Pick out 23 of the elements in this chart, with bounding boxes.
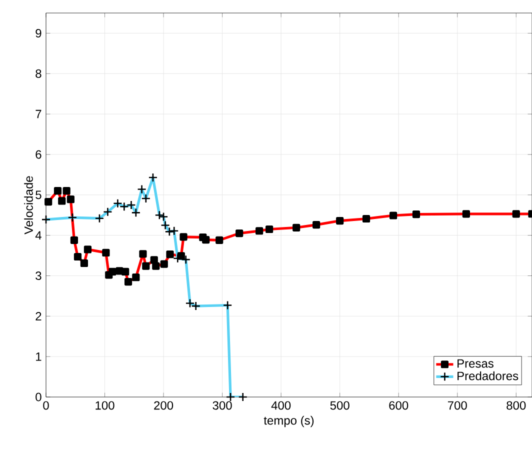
y-tick-label: 1	[36, 352, 42, 361]
y-tick-label: 4	[35, 231, 42, 240]
x-tick-label: 500	[330, 401, 350, 410]
y-tick-label: 5	[36, 190, 42, 200]
x-tick-label: 0	[43, 401, 49, 410]
x-tick-label: 200	[154, 401, 174, 410]
y-tick-label: 3	[36, 271, 42, 280]
x-tick-label: 300	[212, 401, 232, 410]
y-tick-label: 6	[36, 150, 42, 159]
x-tick-label: 800	[506, 401, 526, 410]
y-axis-title: Velocidade	[24, 176, 33, 234]
y-tick-label: 0	[36, 392, 42, 402]
y-tick-label: 2	[36, 312, 42, 320]
y-tick-label: 9	[36, 28, 42, 38]
x-tick-label: 700	[448, 401, 467, 410]
x-tick-label: 100	[96, 401, 114, 410]
legend-label: Presas	[458, 359, 494, 368]
legend-label: Predadores	[458, 371, 518, 380]
x-axis-title: tempo (s)	[264, 416, 314, 428]
x-tick-label: 400	[271, 401, 291, 410]
x-tick-label: 600	[389, 401, 408, 410]
y-tick-label: 8	[36, 69, 42, 78]
y-tick-label: 7	[36, 110, 42, 118]
